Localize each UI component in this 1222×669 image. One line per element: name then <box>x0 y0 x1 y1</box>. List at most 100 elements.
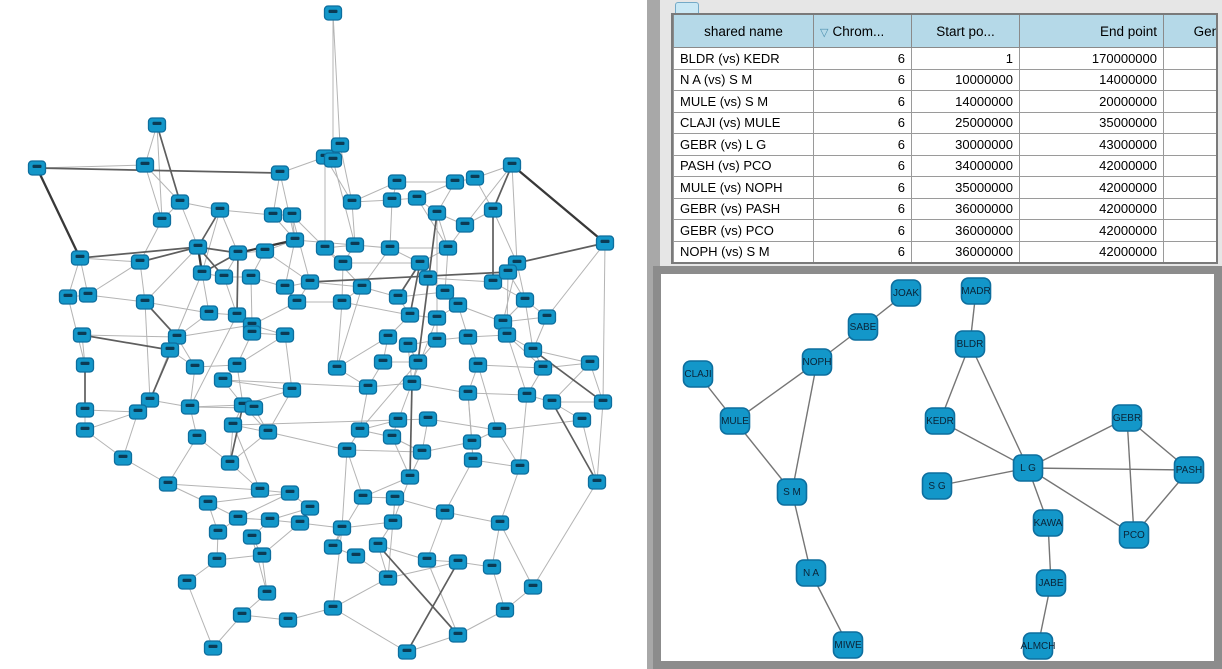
graph-node[interactable] <box>380 240 400 256</box>
graph-node[interactable] <box>383 514 403 530</box>
graph-node[interactable] <box>282 207 302 223</box>
graph-node[interactable] <box>185 359 205 375</box>
graph-edge-LG-PCO[interactable] <box>1027 467 1135 536</box>
graph-node[interactable] <box>128 404 148 420</box>
node-PCO[interactable]: PCO <box>1118 521 1150 549</box>
graph-node[interactable] <box>213 372 233 388</box>
graph-node[interactable] <box>160 342 180 358</box>
node-SG[interactable]: S G <box>921 472 953 500</box>
table-tab[interactable] <box>675 2 699 14</box>
graph-node[interactable] <box>397 644 417 660</box>
graph-node[interactable] <box>228 245 248 261</box>
graph-node[interactable] <box>455 217 475 233</box>
graph-node[interactable] <box>332 294 352 310</box>
cell-value[interactable]: 6 <box>813 47 912 70</box>
graph-node[interactable] <box>495 602 515 618</box>
graph-node[interactable] <box>75 402 95 418</box>
graph-node[interactable] <box>275 279 295 295</box>
graph-node[interactable] <box>378 329 398 345</box>
graph-node[interactable] <box>435 504 455 520</box>
cell-value[interactable]: 36000000 <box>911 197 1020 220</box>
graph-node[interactable] <box>208 524 228 540</box>
cell-value[interactable]: 35000000 <box>911 176 1020 199</box>
graph-node[interactable] <box>410 255 430 271</box>
cell-value[interactable]: 10000000 <box>911 68 1020 91</box>
graph-node[interactable] <box>135 157 155 173</box>
graph-node[interactable] <box>418 270 438 286</box>
graph-node[interactable] <box>490 515 510 531</box>
cell-value[interactable]: 6.6 <box>1163 68 1216 91</box>
cell-value[interactable]: 42000000 <box>1019 176 1164 199</box>
graph-node[interactable] <box>75 422 95 438</box>
cell-value[interactable]: 42000000 <box>1019 240 1164 262</box>
graph-node[interactable] <box>352 279 372 295</box>
column-header-shared-name[interactable]: shared name <box>673 15 814 48</box>
graph-node[interactable] <box>242 529 262 545</box>
graph-node[interactable] <box>177 574 197 590</box>
graph-node[interactable] <box>214 269 234 285</box>
graph-node[interactable] <box>435 284 455 300</box>
cell-value[interactable]: 6 <box>813 90 912 113</box>
cell-shared-name[interactable]: BLDR (vs) KEDR <box>673 47 814 70</box>
cell-value[interactable]: 42000000 <box>1019 154 1164 177</box>
cell-value[interactable]: 7.5 <box>1163 90 1216 113</box>
graph-node[interactable] <box>270 165 290 181</box>
cell-value[interactable]: 6 <box>813 176 912 199</box>
graph-node[interactable] <box>498 264 518 280</box>
graph-node[interactable] <box>290 515 310 531</box>
graph-node[interactable] <box>280 485 300 501</box>
graph-node[interactable] <box>502 157 522 173</box>
graph-node[interactable] <box>482 559 502 575</box>
cell-value[interactable]: 42000000 <box>1019 197 1164 220</box>
cell-value[interactable]: 8.4 <box>1163 219 1216 242</box>
node-MADR[interactable]: MADR <box>960 277 992 305</box>
cell-shared-name[interactable]: MULE (vs) NOPH <box>673 176 814 199</box>
cell-value[interactable]: 11.4 <box>1163 154 1216 177</box>
graph-node[interactable] <box>458 385 478 401</box>
cell-shared-name[interactable]: GEBR (vs) PASH <box>673 197 814 220</box>
graph-node[interactable] <box>255 243 275 259</box>
graph-node[interactable] <box>412 444 432 460</box>
graph-node[interactable] <box>382 192 402 208</box>
node-NOPH[interactable]: NOPH <box>801 348 833 376</box>
table-row[interactable]: MULE (vs) NOPH6350000004200000010.5 <box>673 176 1216 199</box>
graph-node[interactable] <box>323 152 343 168</box>
cell-value[interactable]: 30000000 <box>911 133 1020 156</box>
graph-node[interactable] <box>572 412 592 428</box>
cell-value[interactable]: 35000000 <box>1019 111 1164 134</box>
graph-node[interactable] <box>152 212 172 228</box>
cell-value[interactable]: 170000000 <box>1019 47 1164 70</box>
node-KEDR[interactable]: KEDR <box>924 407 956 435</box>
cell-shared-name[interactable]: NOPH (vs) S M <box>673 240 814 262</box>
graph-node[interactable] <box>587 474 607 490</box>
graph-node[interactable] <box>113 450 133 466</box>
table-row[interactable]: BLDR (vs) KEDR61170000000192.0 <box>673 47 1216 70</box>
graph-node[interactable] <box>158 476 178 492</box>
graph-node[interactable] <box>515 292 535 308</box>
graph-node[interactable] <box>167 329 187 345</box>
graph-node[interactable] <box>252 547 272 563</box>
node-ALMCH[interactable]: ALMCH <box>1020 632 1056 660</box>
table-row[interactable]: NOPH (vs) S M636000000420000009.9 <box>673 240 1216 262</box>
graph-node[interactable] <box>275 327 295 343</box>
graph-node[interactable] <box>373 354 393 370</box>
graph-node[interactable] <box>448 554 468 570</box>
graph-node[interactable] <box>257 585 277 601</box>
graph-node[interactable] <box>427 332 447 348</box>
graph-node[interactable] <box>337 442 357 458</box>
graph-node[interactable] <box>72 327 92 343</box>
cell-value[interactable]: 42000000 <box>1019 219 1164 242</box>
cell-value[interactable]: 14000000 <box>911 90 1020 113</box>
cell-shared-name[interactable]: GEBR (vs) PCO <box>673 219 814 242</box>
graph-node[interactable] <box>323 600 343 616</box>
graph-node[interactable] <box>388 289 408 305</box>
cell-shared-name[interactable]: MULE (vs) S M <box>673 90 814 113</box>
node-SM[interactable]: S M <box>776 478 808 506</box>
graph-node[interactable] <box>465 170 485 186</box>
graph-node[interactable] <box>542 394 562 410</box>
graph-node[interactable] <box>285 232 305 248</box>
graph-node[interactable] <box>228 510 248 526</box>
graph-node[interactable] <box>287 294 307 310</box>
graph-node[interactable] <box>510 459 530 475</box>
graph-node[interactable] <box>595 235 615 251</box>
